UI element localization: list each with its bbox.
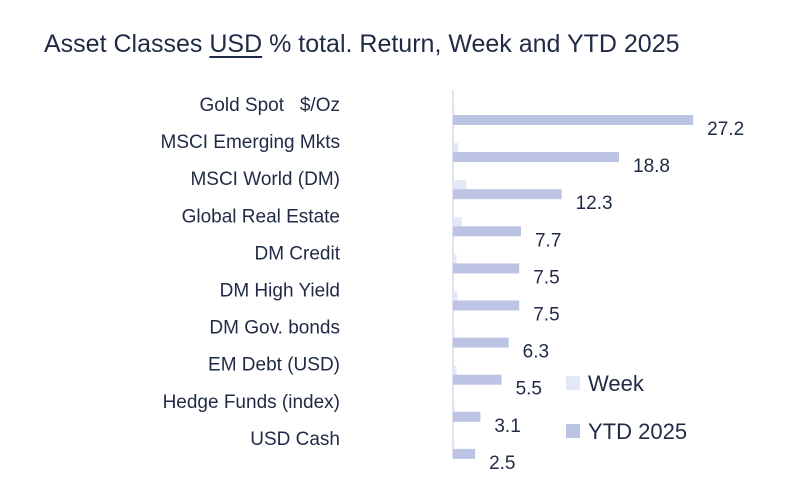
bar-ytd xyxy=(453,337,509,348)
data-label: 7.7 xyxy=(535,230,561,251)
bar-ytd xyxy=(453,115,694,125)
category-label: Global Real Estate xyxy=(182,206,340,227)
category-label: USD Cash xyxy=(250,429,340,450)
data-label: 2.5 xyxy=(489,453,515,474)
bar-week xyxy=(453,291,458,301)
legend-label-week: Week xyxy=(588,371,645,396)
data-label: 5.5 xyxy=(516,379,542,400)
category-label: DM Credit xyxy=(254,243,340,264)
bar-ytd xyxy=(453,300,520,311)
data-label: 6.3 xyxy=(523,342,549,363)
data-label: 7.5 xyxy=(533,305,559,326)
bar-ytd xyxy=(453,152,620,163)
category-label: MSCI World (DM) xyxy=(190,169,340,190)
data-label: 3.1 xyxy=(494,416,520,437)
bar-ytd xyxy=(453,411,481,422)
data-label: 18.8 xyxy=(633,156,670,177)
bar-week xyxy=(453,365,457,375)
title-prefix: Asset Classes xyxy=(44,30,210,58)
bar-ytd xyxy=(453,226,521,237)
bar-ytd xyxy=(453,189,562,200)
bar-week xyxy=(453,143,459,153)
category-label: EM Debt (USD) xyxy=(208,355,340,376)
bar-week xyxy=(453,180,467,190)
category-label: Gold Spot $/Oz xyxy=(200,95,340,116)
legend-swatch-week xyxy=(566,376,580,390)
legend-label-ytd: YTD 2025 xyxy=(588,419,687,444)
title-suffix: % total. Return, Week and YTD 2025 xyxy=(262,30,680,58)
bar-ytd xyxy=(453,374,502,385)
bar-week xyxy=(453,402,455,412)
bar-week xyxy=(453,106,455,115)
data-label: 27.2 xyxy=(707,119,744,140)
bar-week xyxy=(453,254,457,264)
bar-week xyxy=(453,328,455,338)
legend-swatch-ytd xyxy=(566,424,580,438)
category-label: DM High Yield xyxy=(220,281,340,302)
chart-title: Asset Classes USD % total. Return, Week … xyxy=(44,30,680,59)
bar-week xyxy=(453,217,462,227)
bar-week xyxy=(453,439,455,449)
category-label: Hedge Funds (index) xyxy=(163,392,340,413)
title-underlined: USD xyxy=(209,30,263,58)
bar-ytd xyxy=(453,448,476,459)
data-label: 7.5 xyxy=(533,267,559,288)
bar-ytd xyxy=(453,263,520,274)
data-label: 12.3 xyxy=(576,193,613,214)
category-label: DM Gov. bonds xyxy=(209,318,340,339)
category-label: MSCI Emerging Mkts xyxy=(161,132,340,153)
